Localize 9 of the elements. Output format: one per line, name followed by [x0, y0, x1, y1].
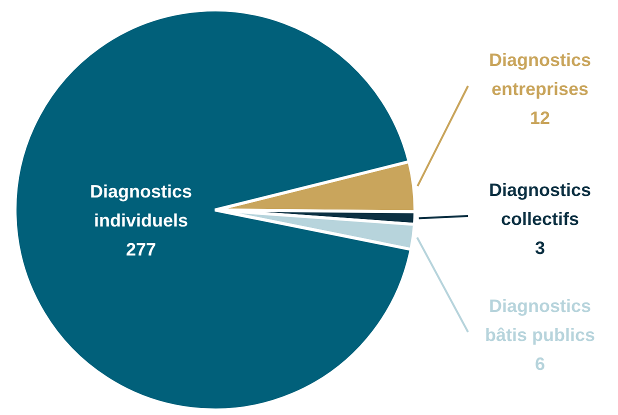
data-label: 6	[534, 354, 546, 374]
slice-label: Diagnostics collectifs	[488, 180, 592, 229]
data-label: 12	[530, 108, 550, 128]
data-label: 3	[534, 238, 546, 258]
data-label: 277	[126, 240, 156, 260]
pie-slice	[14, 8, 413, 412]
slice-label: Diagnostics individuels	[90, 182, 192, 231]
slice-label: Diagnostics entreprises	[488, 50, 592, 99]
slice-label: Diagnostics bâtis publics	[484, 296, 596, 345]
